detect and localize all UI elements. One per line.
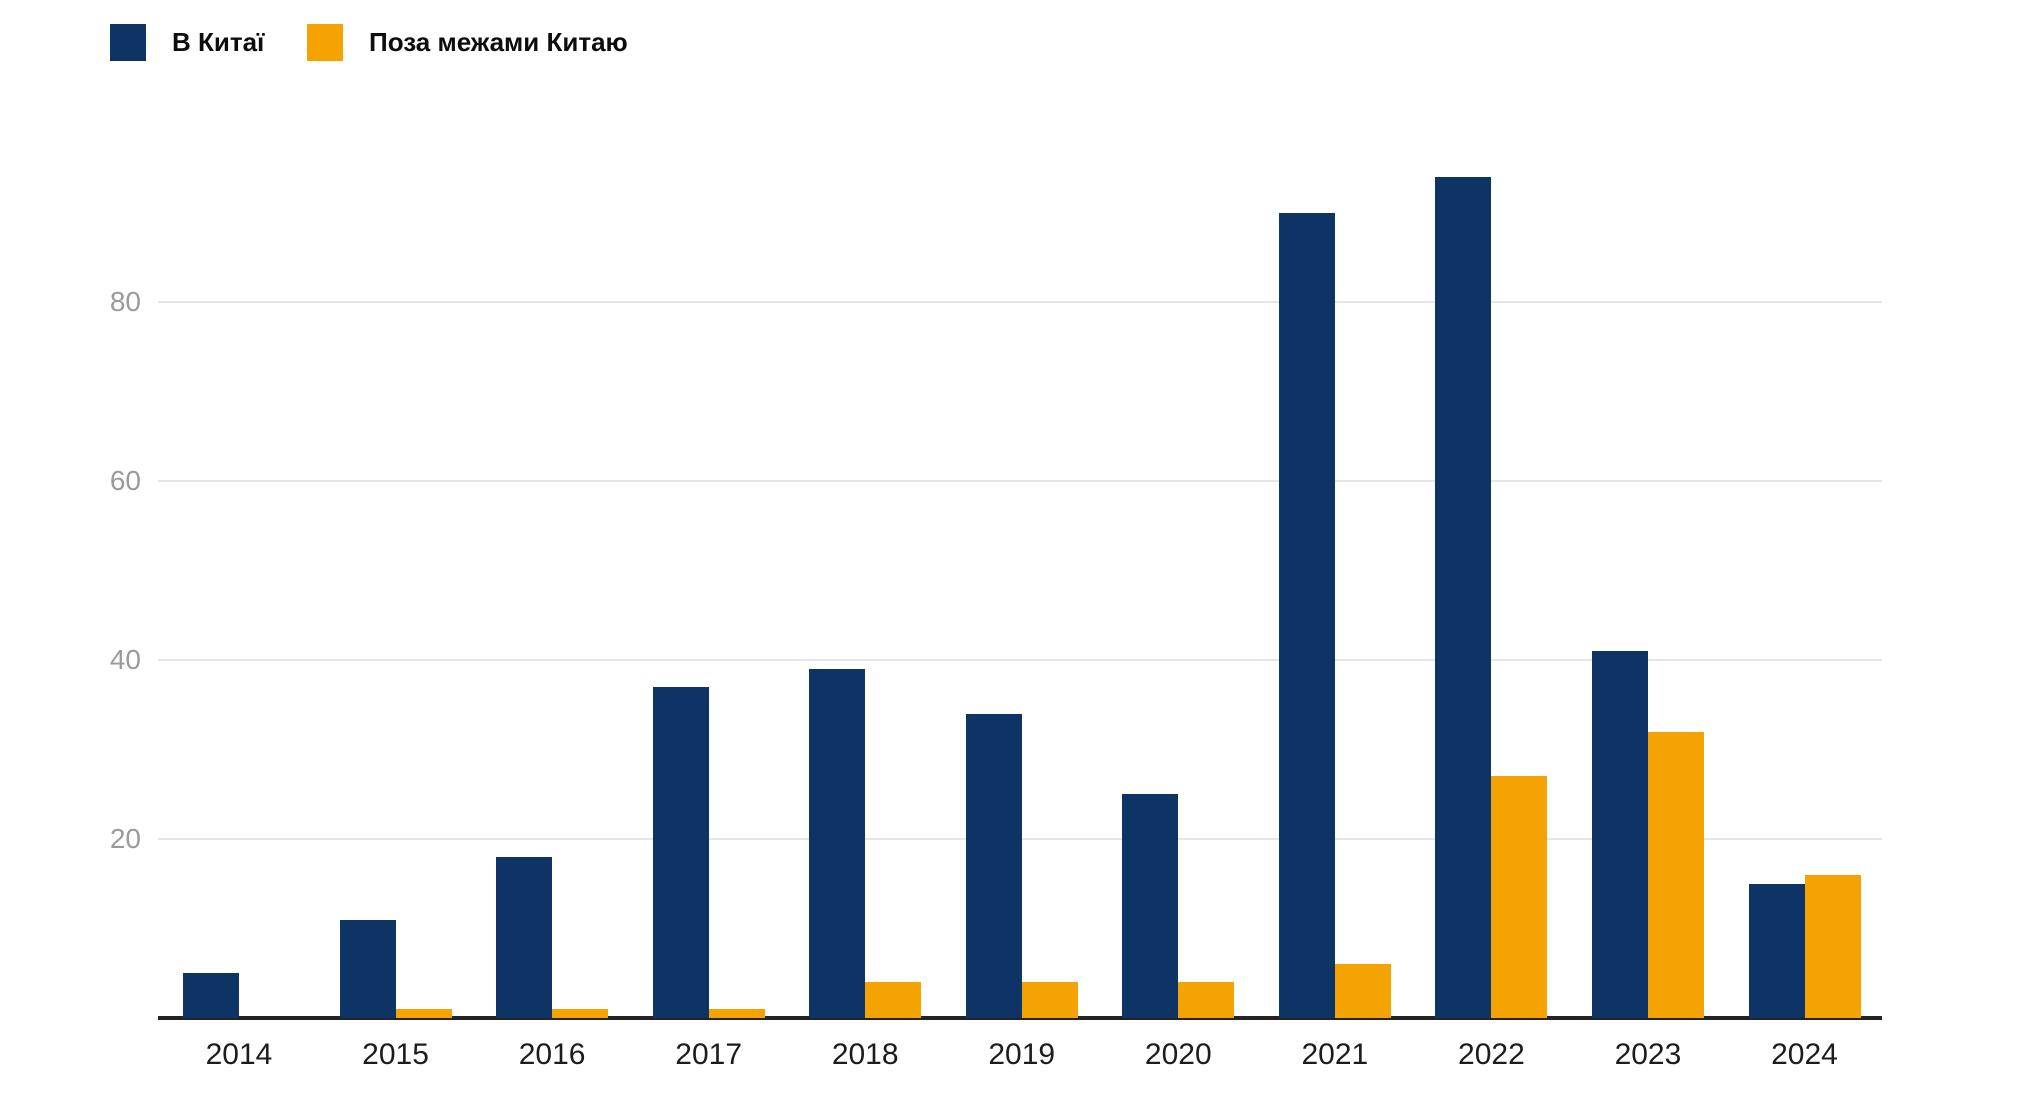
x-axis-tick-2021: 2021 bbox=[1301, 1038, 1369, 1071]
y-axis-tick-60: 60 bbox=[109, 465, 141, 496]
bar-2022-outside-china bbox=[1491, 776, 1548, 1018]
y-axis-tick-80: 80 bbox=[109, 286, 141, 317]
bar-2024-in-china bbox=[1748, 884, 1805, 1018]
chart-legend: В Китаї Поза межами Китаю bbox=[0, 0, 2032, 90]
bar-2019-in-china bbox=[965, 714, 1022, 1018]
bar-2020-in-china bbox=[1122, 794, 1179, 1018]
x-axis-tick-2014: 2014 bbox=[205, 1038, 273, 1071]
bar-2016-outside-china bbox=[552, 1009, 609, 1018]
legend-label: В Китаї bbox=[172, 27, 265, 57]
legend-swatch bbox=[110, 24, 146, 61]
plot-area: 20 40 60 80 2014 2015 2016 2017 2018 2019 2020 2021… bbox=[110, 123, 1882, 1070]
x-axis-tick-2016: 2016 bbox=[518, 1038, 586, 1071]
legend-swatch bbox=[307, 24, 343, 61]
bar-2017-outside-china bbox=[708, 1009, 765, 1018]
x-axis-tick-2020: 2020 bbox=[1144, 1038, 1212, 1071]
bar-2014-in-china bbox=[183, 973, 239, 1018]
legend-label: Поза межами Китаю bbox=[369, 27, 628, 57]
bar-2017-in-china bbox=[652, 687, 709, 1018]
x-axis-tick-2017: 2017 bbox=[675, 1038, 743, 1071]
legend-item-outside-china[interactable]: Поза межами Китаю bbox=[307, 24, 628, 61]
y-axis-tick-20: 20 bbox=[109, 823, 141, 854]
bar-2018-in-china bbox=[809, 669, 866, 1018]
x-axis-line bbox=[158, 1016, 1882, 1020]
gridline-40 bbox=[158, 659, 1882, 661]
bar-2016-in-china bbox=[496, 857, 553, 1018]
gridline-60 bbox=[158, 480, 1882, 482]
bar-2020-outside-china bbox=[1178, 982, 1235, 1018]
x-axis-tick-2015: 2015 bbox=[362, 1038, 429, 1071]
bar-2015-in-china bbox=[339, 920, 396, 1018]
x-axis-tick-2024: 2024 bbox=[1771, 1038, 1838, 1071]
bar-2024-outside-china bbox=[1804, 875, 1861, 1018]
bar-2022-in-china bbox=[1435, 177, 1492, 1018]
bar-2015-outside-china bbox=[395, 1009, 452, 1018]
y-axis-tick-40: 40 bbox=[109, 644, 141, 675]
x-axis-tick-2018: 2018 bbox=[831, 1038, 899, 1071]
legend-item-in-china[interactable]: В Китаї bbox=[110, 24, 264, 61]
x-axis-tick-2022: 2022 bbox=[1458, 1038, 1525, 1071]
bar-2023-outside-china bbox=[1647, 732, 1704, 1018]
x-axis-tick-2019: 2019 bbox=[988, 1038, 1056, 1071]
bar-2021-outside-china bbox=[1334, 964, 1391, 1018]
gridline-80 bbox=[158, 301, 1882, 303]
bar-2018-outside-china bbox=[865, 982, 922, 1018]
bar-2019-outside-china bbox=[1021, 982, 1078, 1018]
bar-2023-in-china bbox=[1591, 651, 1648, 1018]
bar-2021-in-china bbox=[1278, 213, 1335, 1018]
x-axis-tick-2023: 2023 bbox=[1614, 1038, 1682, 1071]
